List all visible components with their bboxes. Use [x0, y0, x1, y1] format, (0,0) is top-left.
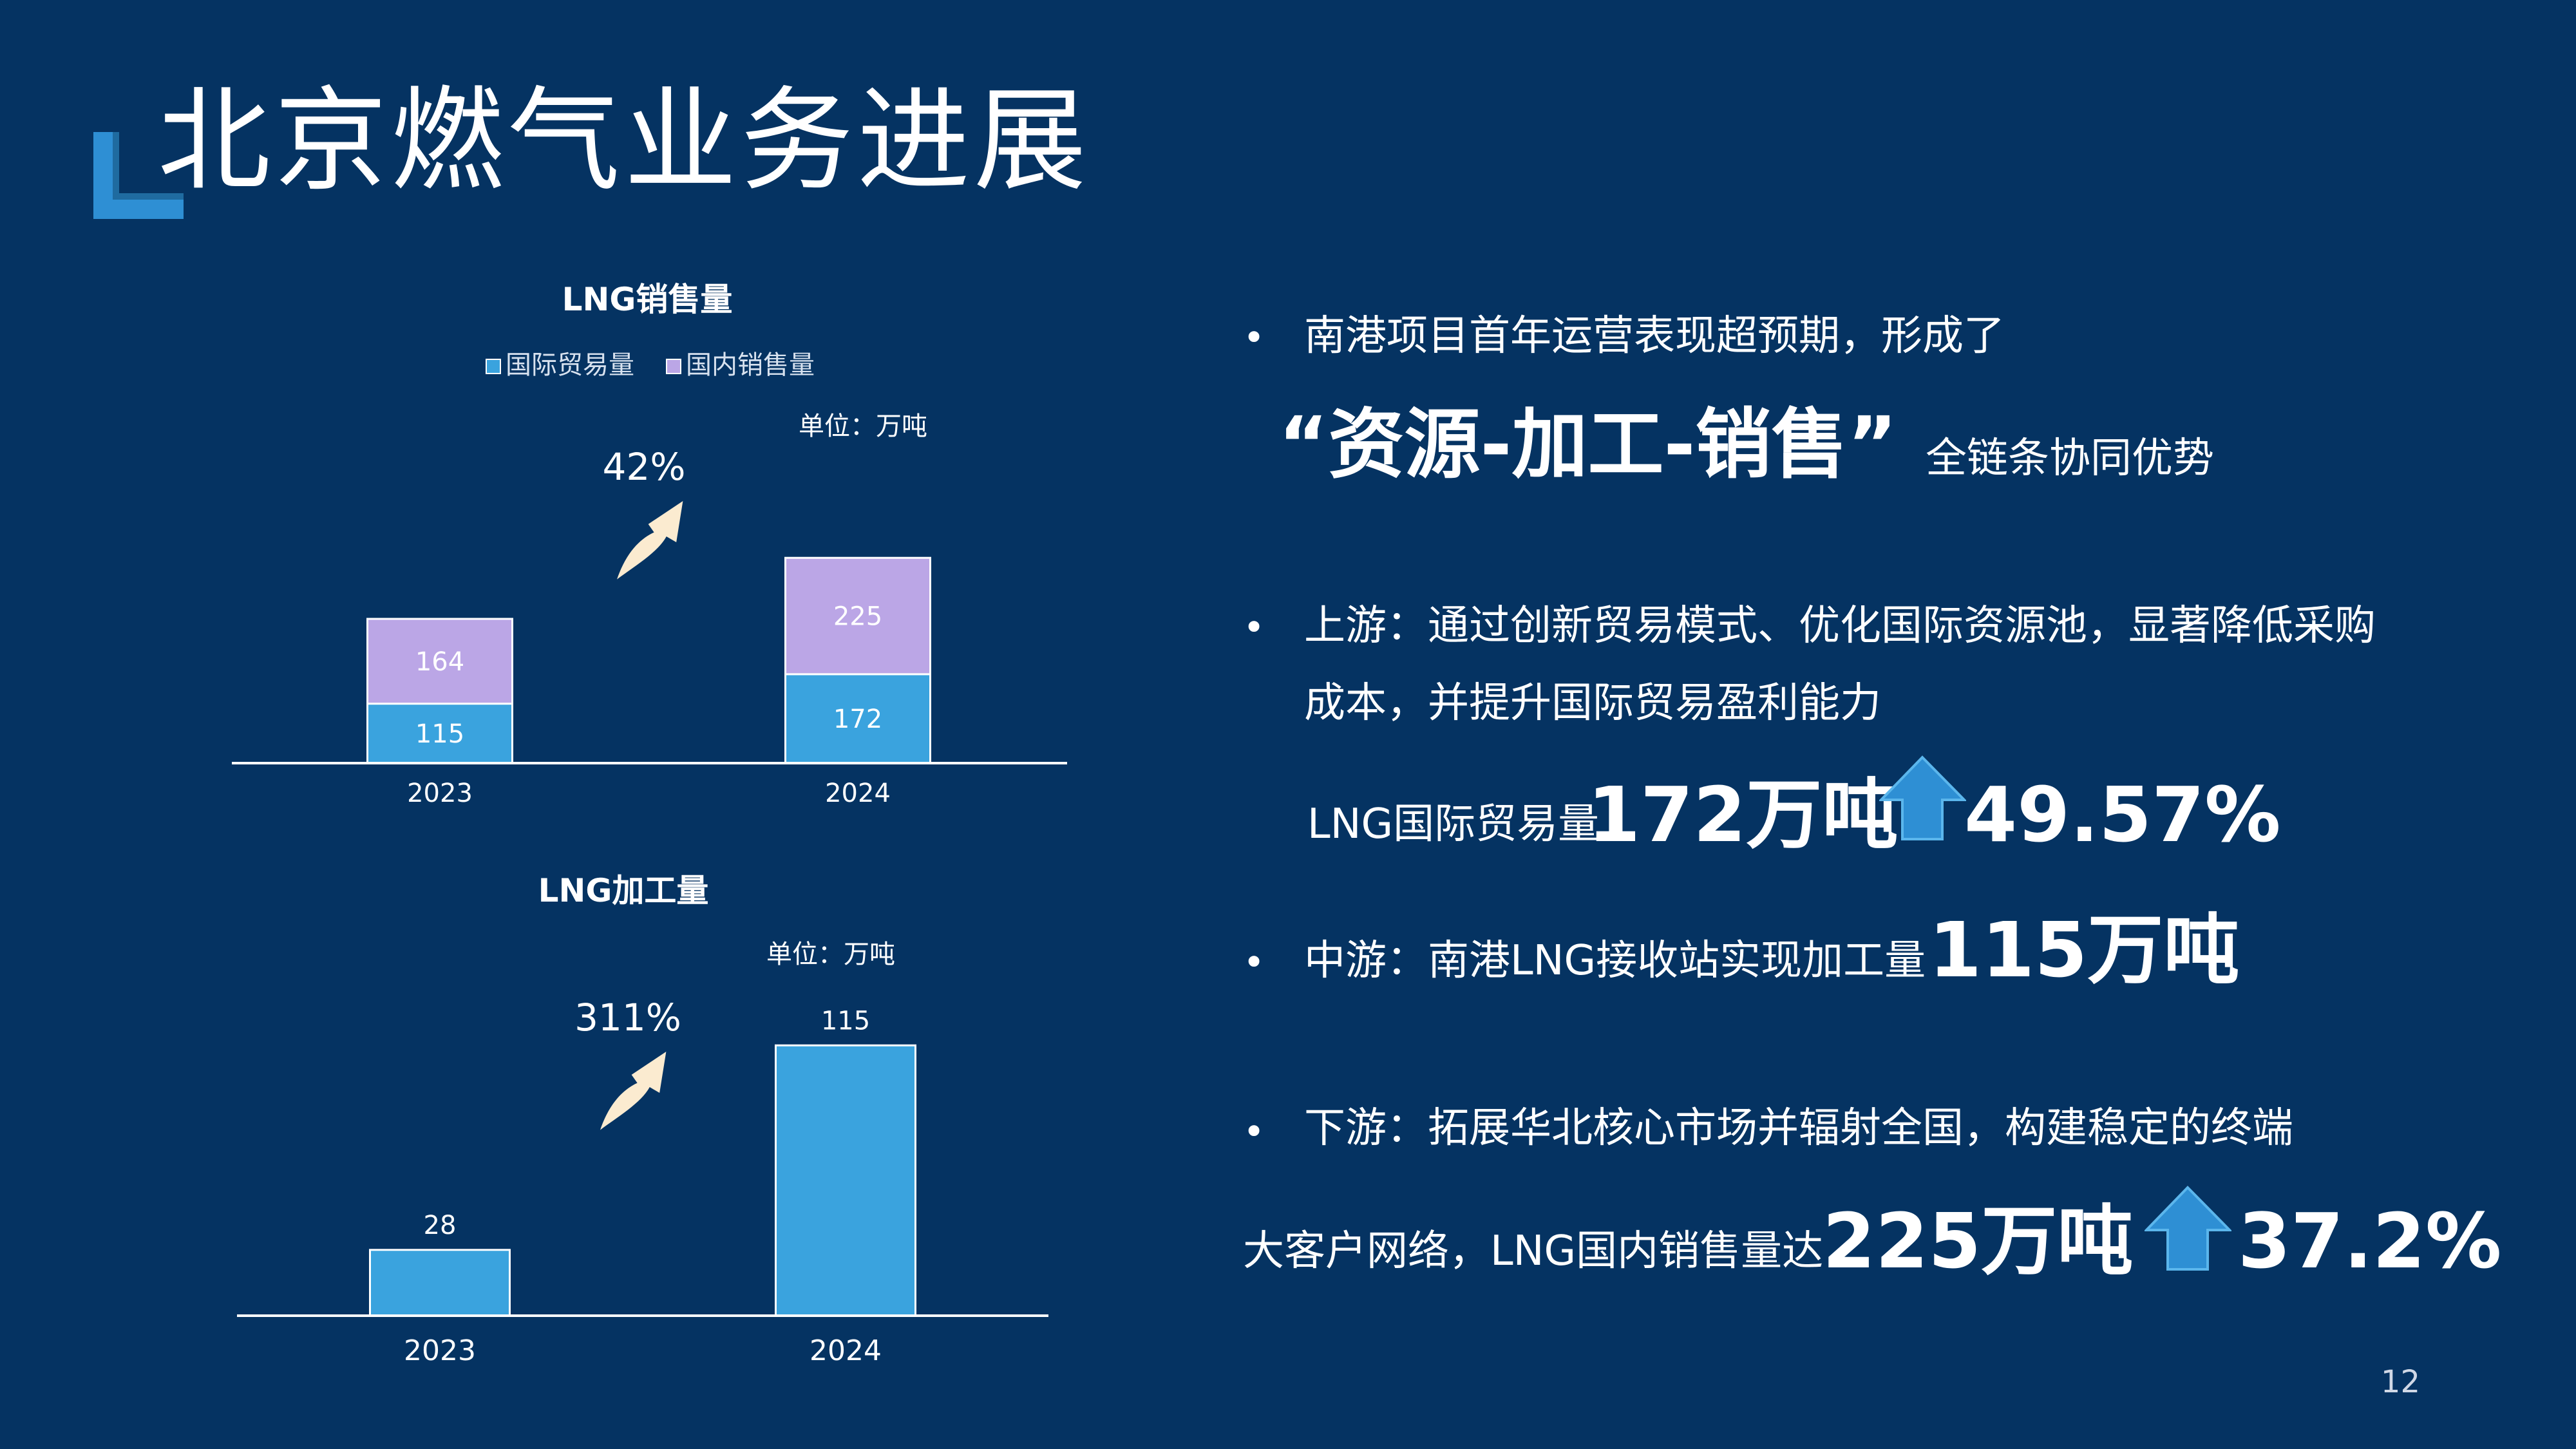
bullet-1-tail: 全链条协同优势: [1926, 435, 2214, 482]
growth-label: 42%: [603, 445, 686, 489]
page-title: 北京燃气业务进展: [158, 76, 1090, 207]
chart-title: LNG销售量: [562, 281, 733, 318]
bullet-3-text: 中游：南港LNG接收站实现加工量: [1304, 937, 1926, 985]
bullet-marker: •: [1243, 940, 1265, 984]
bar-segment: [784, 556, 931, 676]
legend-label: 国内销售量: [686, 350, 815, 380]
data-label: 115: [415, 719, 464, 749]
title-corner-accent: [93, 132, 184, 219]
chart-title: LNG加工量: [538, 872, 709, 909]
growth-label: 311%: [574, 996, 681, 1039]
data-label: 225: [833, 602, 882, 632]
bar-segment: [366, 618, 513, 705]
bullet-2-metric-growth: 49.57%: [1964, 770, 2281, 859]
bullet-3-value: 115万吨: [1929, 905, 2240, 994]
bullet-4-growth: 37.2%: [2238, 1197, 2502, 1285]
x-tick-label: 2023: [404, 1334, 476, 1367]
bullet-2-line-1: 上游：通过创新贸易模式、优化国际资源池，显著降低采购: [1304, 602, 2376, 650]
unit-note: 单位：万吨: [799, 412, 927, 441]
x-tick-label: 2023: [407, 779, 473, 808]
bar: [369, 1249, 511, 1317]
bullet-marker: •: [1243, 316, 1265, 359]
bullet-4-value: 225万吨: [1823, 1197, 2134, 1285]
bullet-marker: •: [1243, 1110, 1265, 1153]
bullet-4-line-1: 下游：拓展华北核心市场并辐射全国，构建稳定的终端: [1304, 1104, 2293, 1152]
bullet-2-line-2: 成本，并提升国际贸易盈利能力: [1304, 679, 1881, 727]
bullet-4-line-2: 大客户网络，LNG国内销售量达: [1243, 1227, 1824, 1275]
bar-segment: [784, 673, 931, 764]
data-label: 115: [821, 1006, 870, 1036]
legend-label: 国际贸易量: [506, 350, 634, 380]
bullet-2-metric-value: 172万吨: [1587, 770, 1899, 859]
curved-up-arrow-icon: [617, 501, 683, 580]
legend-swatch: [486, 359, 501, 374]
curved-up-arrow-icon: [600, 1052, 667, 1130]
data-label: 172: [833, 705, 882, 734]
bullet-marker: •: [1243, 605, 1265, 649]
up-arrow-icon: [1879, 755, 1966, 840]
page-number: 12: [2380, 1364, 2420, 1400]
bullet-2-metric-label: LNG国际贸易量: [1307, 800, 1600, 848]
x-tick-label: 2024: [825, 779, 891, 808]
unit-note: 单位：万吨: [766, 940, 895, 969]
legend-swatch: [666, 359, 681, 374]
bar-segment: [366, 703, 513, 764]
data-label: 28: [424, 1211, 457, 1240]
data-label: 164: [415, 647, 464, 677]
up-arrow-icon: [2145, 1186, 2231, 1271]
bullet-1-line-1: 南港项目首年运营表现超预期，形成了: [1304, 312, 2005, 360]
bullet-1-quote: “资源-加工-销售”: [1278, 400, 1898, 489]
bar: [775, 1044, 916, 1317]
x-tick-label: 2024: [810, 1334, 882, 1367]
